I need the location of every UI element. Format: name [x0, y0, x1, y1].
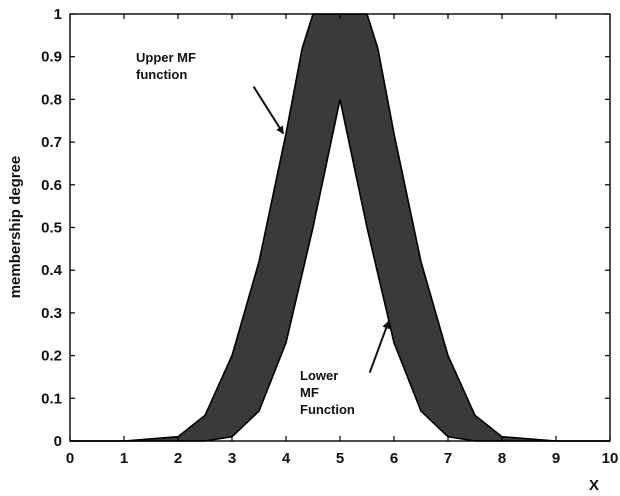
annotation-arrow [368, 320, 390, 374]
x-tick-label: 5 [336, 450, 344, 467]
x-tick-label: 4 [282, 450, 291, 467]
y-tick-label: 0.4 [41, 262, 63, 279]
x-tick-label: 6 [390, 450, 398, 467]
y-tick-label: 0.2 [41, 348, 62, 365]
annotation-text: function [136, 67, 187, 82]
y-tick-label: 0.9 [41, 49, 62, 66]
upper-mf-annotation: Upper MF function [136, 50, 285, 135]
x-tick-label: 1 [120, 450, 128, 467]
axis-ticks: 0 1 2 3 4 5 6 7 8 9 10 0 0.1 0.2 0.3 0.4 0.5 0.6 0.7 0.8 0.9… [41, 6, 618, 467]
y-tick-label: 0 [54, 433, 62, 450]
x-axis-label: X [589, 477, 599, 494]
annotation-text: Upper MF [136, 50, 196, 65]
y-tick-label: 0.6 [41, 177, 62, 194]
x-tick-label: 8 [498, 450, 506, 467]
lower-mf-line [70, 99, 610, 442]
x-tick-label: 7 [444, 450, 452, 467]
y-tick-label: 0.3 [41, 305, 62, 322]
y-axis-label: membership degree [7, 156, 24, 299]
x-tick-label: 9 [552, 450, 560, 467]
lower-mf-annotation: Lower MF Function [300, 320, 390, 417]
annotation-text: Function [300, 402, 355, 417]
y-tick-label: 0.5 [41, 220, 62, 237]
annotations: Upper MF function Lower MF Function [136, 50, 390, 417]
annotation-arrow [252, 86, 285, 135]
y-tick-label: 1 [54, 6, 62, 23]
y-tick-label: 0.7 [41, 134, 62, 151]
x-tick-label: 3 [228, 450, 236, 467]
annotation-text: Lower [300, 368, 338, 383]
y-tick-label: 0.1 [41, 390, 62, 407]
annotation-text: MF [300, 385, 319, 400]
y-tick-label: 0.8 [41, 91, 62, 108]
x-tick-label: 0 [66, 450, 74, 467]
x-tick-label: 2 [174, 450, 182, 467]
x-tick-label: 10 [602, 450, 619, 467]
